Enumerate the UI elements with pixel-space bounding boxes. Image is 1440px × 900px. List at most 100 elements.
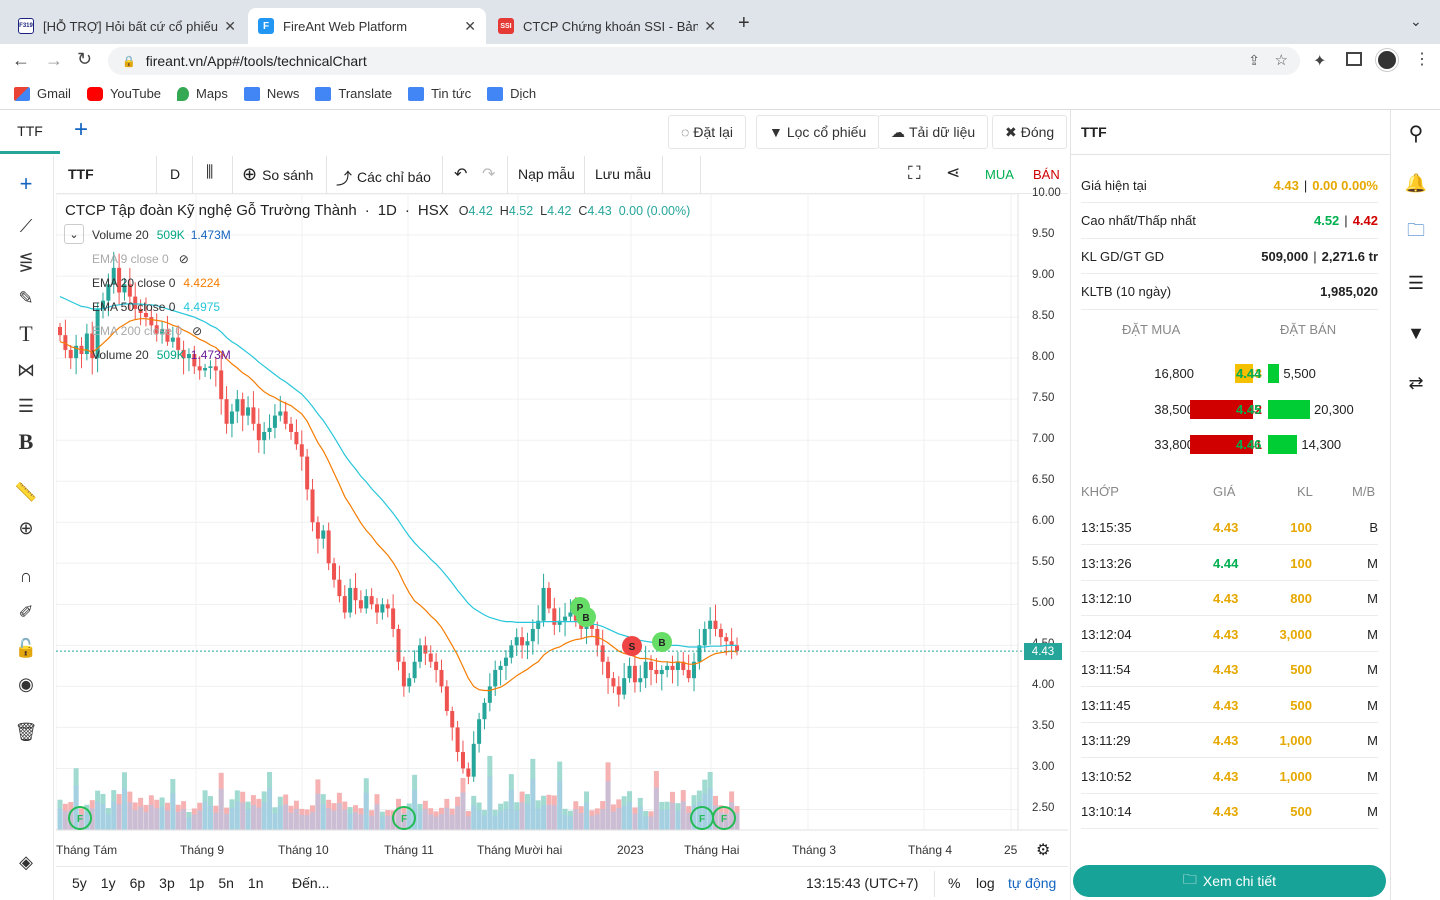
close-button[interactable]: ✖ Đóng	[992, 115, 1068, 149]
reset-button[interactable]: ◌ Đặt lại	[668, 115, 747, 149]
signal-marker[interactable]: B	[576, 607, 596, 627]
trendline-icon[interactable]: ⟋	[19, 215, 33, 236]
signal-marker[interactable]: S	[622, 636, 642, 656]
side-panel-icon[interactable]	[1346, 52, 1362, 66]
interval-button[interactable]: D	[170, 166, 181, 182]
text-icon[interactable]: T	[19, 321, 33, 346]
filter-funnel-icon[interactable]: ▼	[1407, 322, 1425, 343]
reload-icon[interactable]: ↻	[77, 49, 93, 69]
close-tab-icon[interactable]: ✕	[464, 17, 476, 34]
range-button[interactable]: 3p	[159, 875, 175, 891]
unlock-icon[interactable]: 🔓	[14, 637, 38, 658]
search-icon[interactable]: ⚲	[1408, 122, 1424, 145]
list-icon[interactable]: ☰	[1407, 272, 1425, 293]
browser-menu-icon[interactable]: ⋮	[1414, 51, 1430, 68]
extensions-icon[interactable]: ✦	[1313, 53, 1327, 70]
compare-button[interactable]: ⊕ So sánh	[242, 164, 314, 184]
log-scale-toggle[interactable]: log	[976, 875, 995, 891]
range-button[interactable]: 1n	[247, 875, 264, 891]
symbol-tab[interactable]: TTF	[0, 110, 60, 154]
ask-price[interactable]: 4.45	[1236, 401, 1262, 417]
ruler-icon[interactable]: 📏	[14, 481, 38, 502]
hidden-eye-icon[interactable]: ⊘	[192, 324, 203, 338]
bookmark-gmail[interactable]: Gmail	[14, 86, 71, 101]
layers-icon[interactable]: ◈	[19, 851, 33, 872]
close-tab-icon[interactable]: ✕	[224, 17, 236, 34]
range-button[interactable]: 1y	[100, 875, 116, 891]
legend-item[interactable]: EMA 9 close 0 ⊘	[92, 252, 189, 266]
hidden-eye-icon[interactable]: ⊘	[178, 252, 189, 266]
fib-icon[interactable]: ⋚	[18, 251, 34, 272]
folder-icon[interactable]: 🗀	[1407, 220, 1425, 240]
auto-scale-toggle[interactable]: tự động	[1008, 875, 1057, 891]
range-button[interactable]: 5y	[72, 875, 87, 891]
bell-icon[interactable]: 🔔	[1404, 172, 1428, 193]
download-data-button[interactable]: ☁ Tải dữ liệu	[878, 115, 989, 149]
pattern-icon[interactable]: ⋈	[17, 359, 35, 380]
load-template-button[interactable]: Nạp mẫu	[518, 166, 575, 182]
legend-item[interactable]: Volume 20 509K 1.473M	[92, 348, 231, 362]
add-tab-icon[interactable]: +	[74, 116, 89, 143]
bid-price[interactable]: 4.43	[1236, 366, 1262, 381]
close-tab-icon[interactable]: ✕	[704, 17, 716, 34]
browser-tab-fireant[interactable]: F FireAnt Web Platform ✕	[248, 8, 486, 44]
filter-stocks-button[interactable]: ▼ Lọc cổ phiếu	[756, 115, 880, 149]
sell-button[interactable]: BÁN	[1033, 167, 1060, 182]
undo-icon[interactable]: ↶	[454, 166, 468, 183]
legend-item[interactable]: EMA 20 close 0 4.4224	[92, 276, 220, 290]
view-details-button[interactable]: 🗀 Xem chi tiết	[1073, 865, 1386, 897]
bookmark-translate[interactable]: Translate	[315, 86, 392, 101]
lock-drawing-icon[interactable]: ✐	[18, 601, 34, 622]
crosshair-icon[interactable]: +	[19, 171, 33, 196]
candle-type-icon[interactable]: ⫼	[206, 164, 214, 181]
brush-icon[interactable]: ✎	[18, 287, 34, 308]
tab-search-chevron-icon[interactable]: ⌄	[1410, 13, 1422, 29]
prediction-icon[interactable]: ☰	[17, 395, 35, 416]
ask-price[interactable]: 4.46	[1236, 437, 1262, 452]
percent-scale-toggle[interactable]: %	[948, 875, 961, 891]
signal-marker[interactable]: B	[652, 632, 672, 652]
share-chart-icon[interactable]: ⋖	[946, 163, 961, 182]
volume-event-marker[interactable]: F	[68, 806, 92, 830]
bold-icon[interactable]: B	[18, 429, 34, 454]
range-button[interactable]: 5n	[218, 875, 234, 891]
bookmark-news[interactable]: News	[243, 86, 299, 101]
price-chart[interactable]: PBS BF F F F	[56, 194, 1068, 854]
indicators-button[interactable]: ⤴ Các chỉ báo	[336, 165, 431, 189]
trash-icon[interactable]: 🗑	[14, 721, 38, 742]
browser-tab-ssi[interactable]: SSI CTCP Chứng khoán SSI - Bảng ✕	[488, 8, 726, 44]
collapse-legend-chevron-icon[interactable]: ⌄	[64, 224, 84, 244]
goto-date-button[interactable]: Đến...	[292, 875, 330, 891]
bid-price[interactable]: 4.41	[1236, 437, 1262, 452]
fullscreen-icon[interactable]: ⛶	[908, 163, 921, 183]
bookmark-dich[interactable]: Dịch	[487, 86, 536, 101]
eye-icon[interactable]: ◉	[18, 673, 34, 694]
chart-settings-gear-icon[interactable]: ⚙	[1036, 842, 1051, 859]
range-button[interactable]: 6p	[129, 875, 146, 891]
volume-event-marker[interactable]: F	[392, 806, 416, 830]
legend-item[interactable]: EMA 50 close 0 4.4975	[92, 300, 220, 314]
bookmark-youtube[interactable]: YouTube	[86, 86, 161, 101]
range-button[interactable]: 1p	[188, 875, 205, 891]
symbol-input[interactable]: TTF	[68, 166, 94, 182]
share-icon[interactable]: ⇪	[1248, 52, 1260, 68]
magnet-icon[interactable]: ∩	[19, 565, 33, 586]
redo-icon[interactable]: ↷	[482, 166, 496, 183]
ask-price[interactable]: 4.44	[1236, 366, 1262, 381]
bookmark-tin-tuc[interactable]: Tin tức	[408, 86, 471, 101]
legend-item[interactable]: EMA 200 close 0 ⊘	[92, 324, 202, 338]
forward-icon[interactable]: →	[45, 50, 63, 70]
bid-price[interactable]: 4.42	[1236, 401, 1262, 417]
profile-avatar[interactable]	[1376, 49, 1398, 71]
new-tab-icon[interactable]: +	[738, 12, 750, 34]
browser-tab-f319[interactable]: F319 [HỖ TRỢ] Hỏi bất cứ cổ phiếu ✕	[8, 8, 246, 44]
buy-button[interactable]: MUA	[985, 167, 1014, 182]
bookmark-star-icon[interactable]: ☆	[1274, 52, 1288, 69]
zoom-in-icon[interactable]: ⊕	[18, 517, 34, 538]
volume-event-marker[interactable]: F	[712, 806, 736, 830]
bookmark-maps[interactable]: Maps	[177, 86, 228, 101]
url-field[interactable]: 🔒 fireant.vn/App#/tools/technicalChart ⇪…	[108, 47, 1300, 75]
legend-item[interactable]: Volume 20 509K 1.473M	[92, 228, 231, 242]
save-template-button[interactable]: Lưu mẫu	[595, 166, 652, 182]
